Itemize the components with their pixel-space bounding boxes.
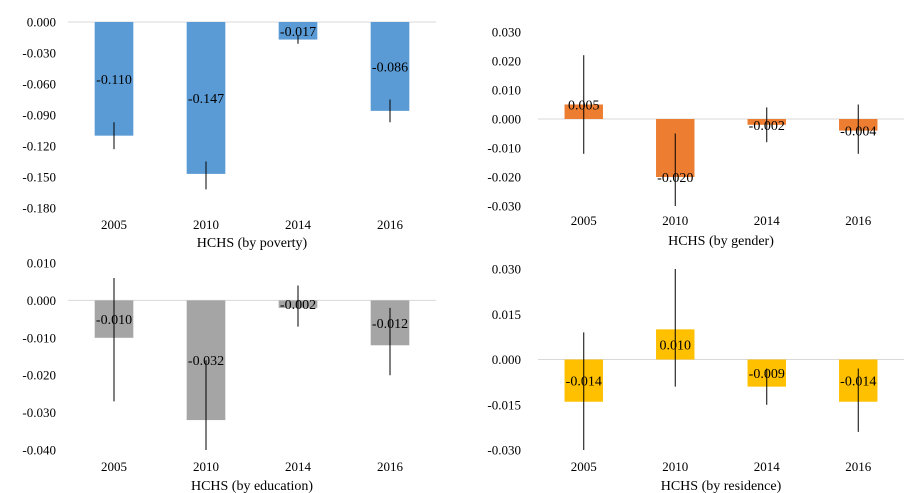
chart-panel-3: 0.010 0.000 -0.010 -0.020 -0.030 -0.040 -0.010… — [22, 256, 436, 493]
y-tick-label: -0.150 — [22, 170, 56, 185]
y-tick-label: -0.120 — [22, 139, 56, 154]
y-tick-label: -0.030 — [22, 46, 56, 61]
x-tick-label: 2016 — [845, 213, 872, 228]
y-tick-label: 0.015 — [492, 307, 521, 322]
x-axis-label: HCHS (by education) — [191, 479, 313, 493]
y-tick-label: -0.020 — [487, 170, 521, 185]
x-tick-label: 2016 — [377, 217, 404, 232]
data-label: -0.032 — [188, 354, 224, 369]
y-tick-label: 0.000 — [27, 293, 56, 308]
chart-panel-2: 0.030 0.020 0.010 0.000 -0.010 -0.020 -0.030 0.… — [487, 25, 904, 249]
data-label: -0.014 — [840, 375, 876, 390]
y-tick-label: -0.180 — [22, 201, 56, 216]
y-tick-label: -0.010 — [487, 141, 521, 156]
x-tick-label: 2010 — [193, 459, 219, 474]
y-tick-label: -0.020 — [22, 368, 56, 383]
y-tick-label: -0.015 — [487, 397, 521, 412]
x-tick-label: 2016 — [845, 459, 872, 474]
x-tick-label: 2005 — [101, 459, 127, 474]
y-tick-label: -0.040 — [22, 443, 56, 458]
data-label: -0.002 — [749, 119, 785, 134]
y-tick-label: 0.030 — [492, 262, 521, 277]
y-tick-label: -0.030 — [487, 443, 521, 458]
x-tick-label: 2010 — [193, 217, 219, 232]
data-label: -0.086 — [372, 60, 408, 75]
data-label: 0.010 — [660, 338, 692, 353]
x-tick-label: 2005 — [101, 217, 127, 232]
x-tick-label: 2014 — [285, 217, 312, 232]
y-tick-label: 0.000 — [27, 15, 56, 30]
y-tick-label: -0.030 — [22, 405, 56, 420]
x-axis-label: HCHS (by poverty) — [197, 236, 308, 251]
x-tick-label: 2010 — [662, 213, 688, 228]
bar — [278, 22, 318, 40]
x-tick-label: 2014 — [285, 459, 312, 474]
data-label: -0.009 — [749, 367, 785, 382]
data-label: -0.020 — [657, 171, 693, 186]
y-tick-label: -0.030 — [487, 199, 521, 214]
x-axis-label: HCHS (by gender) — [668, 234, 774, 249]
y-tick-label: -0.090 — [22, 108, 56, 123]
data-label: 0.005 — [568, 99, 600, 114]
y-tick-label: 0.010 — [27, 256, 56, 271]
data-label: -0.014 — [566, 375, 602, 390]
data-label: -0.017 — [280, 25, 316, 40]
y-tick-label: 0.000 — [492, 352, 521, 367]
bar — [370, 22, 410, 111]
x-tick-label: 2010 — [662, 459, 688, 474]
x-tick-label: 2005 — [571, 459, 597, 474]
x-tick-label: 2014 — [754, 213, 781, 228]
bar — [94, 22, 134, 136]
data-label: -0.004 — [840, 125, 876, 140]
x-axis-label: HCHS (by residence) — [661, 479, 782, 493]
y-tick-label: -0.060 — [22, 77, 56, 92]
bar — [186, 22, 226, 174]
y-tick-label: 0.000 — [492, 112, 521, 127]
x-tick-label: 2016 — [377, 459, 404, 474]
data-label: -0.147 — [188, 92, 224, 107]
y-tick-label: 0.020 — [492, 54, 521, 69]
data-label: -0.010 — [96, 313, 132, 328]
data-label: -0.110 — [96, 73, 132, 88]
chart-panel-4: 0.030 0.015 0.000 -0.015 -0.030 -0.014 2005 0.0… — [487, 262, 904, 493]
y-tick-label: 0.010 — [492, 83, 521, 98]
x-tick-label: 2014 — [754, 459, 781, 474]
chart-panel-1: 0.000 -0.030 -0.060 -0.090 -0.120 -0.150 -0.18… — [22, 15, 436, 251]
data-label: -0.012 — [372, 317, 408, 332]
x-tick-label: 2005 — [571, 213, 597, 228]
y-tick-label: -0.010 — [22, 330, 56, 345]
y-tick-label: 0.030 — [492, 25, 521, 40]
data-label: -0.002 — [280, 298, 316, 313]
